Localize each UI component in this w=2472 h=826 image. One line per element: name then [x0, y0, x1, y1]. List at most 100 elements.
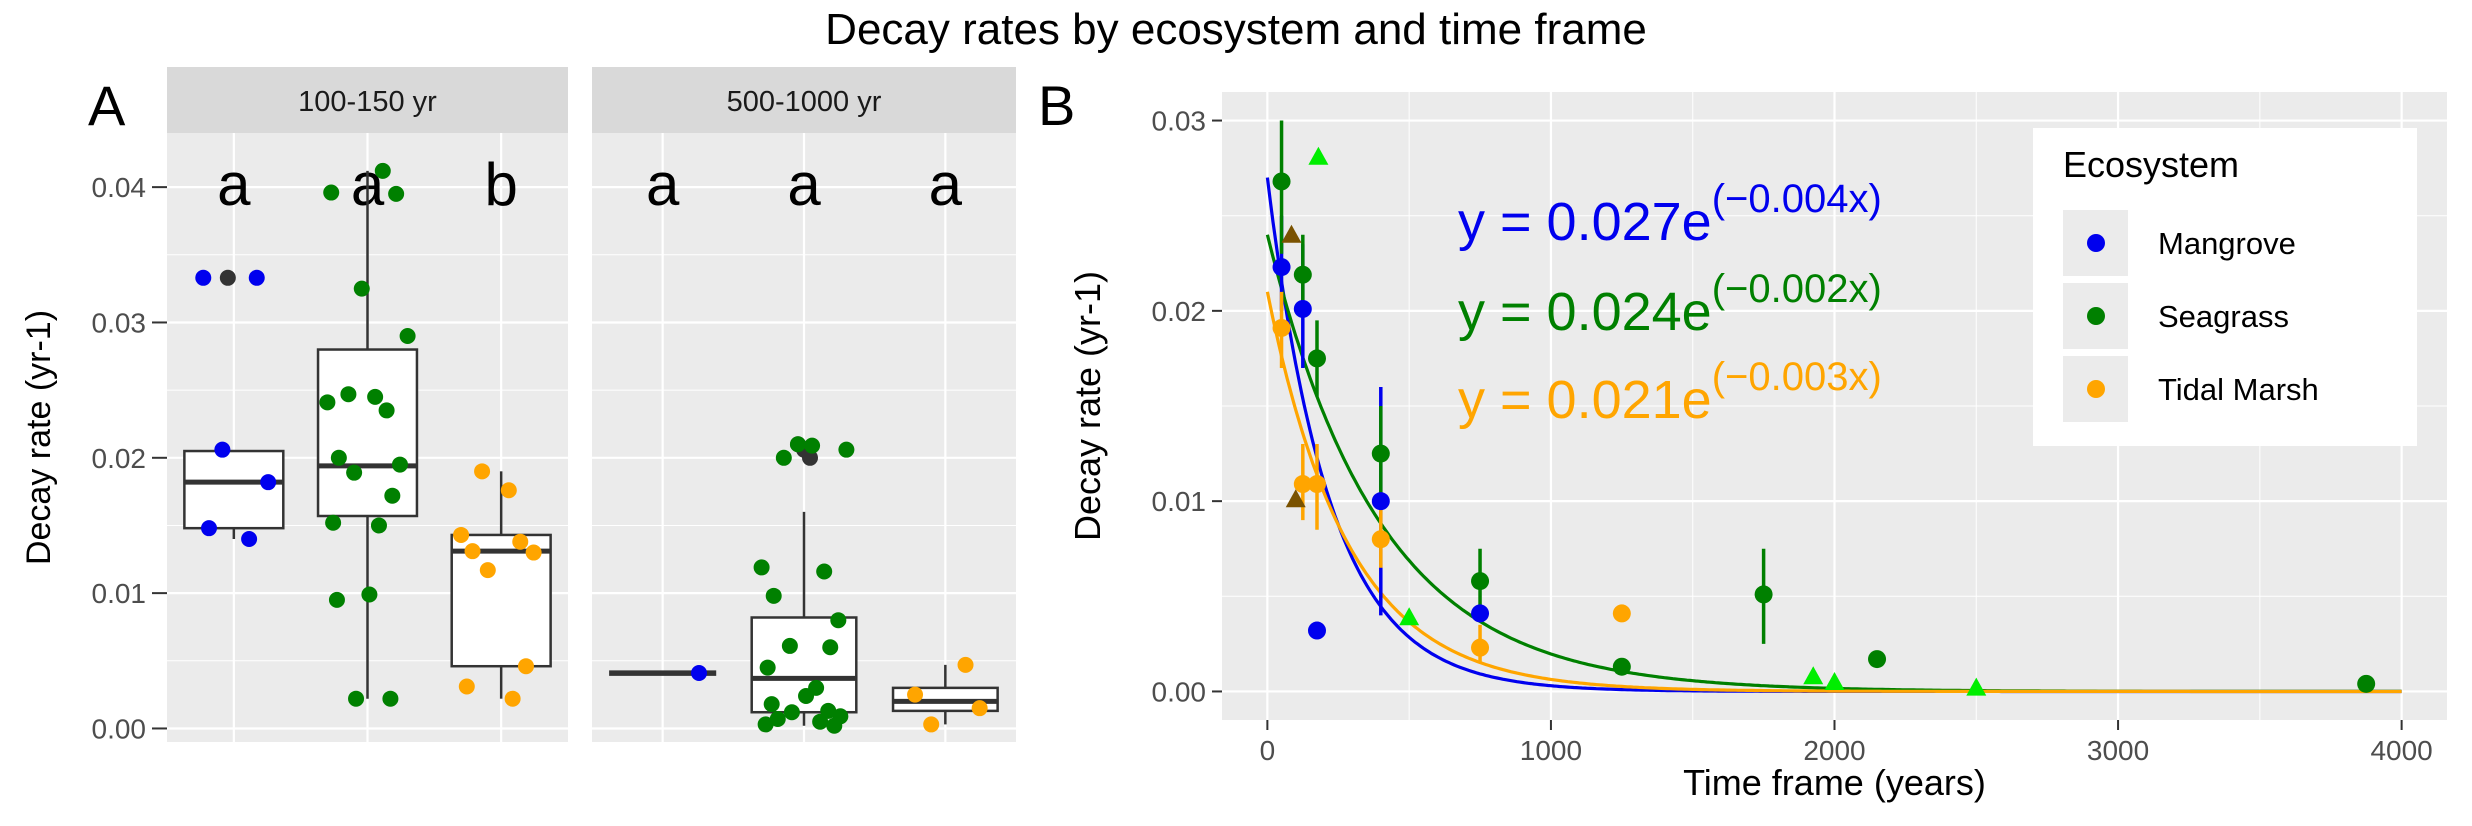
data-point [1612, 657, 1631, 676]
legend-marker [2087, 380, 2105, 398]
data-point [517, 658, 534, 675]
fit-equation: y = 0.024e(−0.002x) [1458, 267, 1882, 342]
box [316, 348, 419, 518]
equation-base: y = 0.021e [1458, 370, 1712, 430]
triangle-point [1399, 607, 1420, 626]
data-point [838, 441, 855, 458]
significance-letter: a [929, 151, 963, 218]
data-point [399, 328, 416, 344]
data-point [1371, 530, 1390, 549]
data-point [388, 185, 405, 202]
data-point [763, 696, 780, 713]
data-point [1868, 650, 1887, 669]
data-point [1754, 585, 1773, 604]
equation-exponent: (−0.002x) [1712, 267, 1882, 311]
data-point [1307, 475, 1326, 494]
data-point [1307, 349, 1326, 368]
y-tick-label: 0.00 [1152, 676, 1207, 707]
y-axis-title: Decay rate (yr-1) [20, 310, 58, 565]
y-tick-label: 0.01 [1152, 486, 1207, 517]
data-point [1293, 299, 1312, 318]
data-point [504, 690, 521, 707]
data-point [374, 162, 391, 179]
y-tick-label: 0.00 [92, 713, 147, 744]
fit-equation: y = 0.027e(−0.004x) [1458, 177, 1882, 252]
data-point [2357, 674, 2376, 693]
y-tick-label: 0.04 [92, 172, 147, 203]
facet-strip [167, 67, 568, 133]
legend-label: Seagrass [2158, 299, 2289, 334]
y-tick-label: 0.02 [92, 443, 147, 474]
equation-base: y = 0.024e [1458, 282, 1712, 342]
data-point [378, 402, 395, 419]
data-point [453, 526, 470, 543]
y-tick-label: 0.03 [92, 307, 147, 338]
legend-marker [2087, 307, 2105, 325]
data-point [353, 280, 370, 297]
legend-marker [2087, 234, 2105, 252]
equation-base: y = 0.027e [1458, 192, 1712, 252]
data-point [759, 659, 776, 676]
data-point [804, 437, 821, 454]
significance-letter: b [484, 151, 517, 218]
data-point [260, 474, 277, 491]
legend-label: Mangrove [2158, 226, 2296, 261]
data-point [367, 388, 384, 405]
data-point [464, 543, 481, 560]
data-point [769, 710, 786, 727]
data-point [812, 713, 829, 730]
outlier-point [219, 269, 236, 286]
y-tick-label: 0.03 [1152, 106, 1207, 137]
fit-equation: y = 0.021e(−0.003x) [1458, 355, 1882, 430]
data-point [1272, 172, 1291, 191]
data-point [361, 586, 378, 603]
data-point [753, 559, 770, 576]
data-point [512, 533, 529, 550]
data-point [816, 563, 833, 580]
data-point [1272, 318, 1291, 337]
data-point [1307, 621, 1326, 640]
triangle-point [1966, 677, 1987, 696]
data-point [370, 517, 387, 534]
data-point [907, 686, 924, 703]
data-point [348, 690, 365, 707]
data-point [500, 482, 517, 499]
data-point [775, 449, 792, 466]
data-point [957, 656, 974, 673]
data-point [1272, 258, 1291, 277]
data-point [458, 678, 475, 695]
equation-exponent: (−0.003x) [1712, 355, 1882, 399]
data-point [798, 687, 815, 704]
data-point [479, 562, 496, 579]
x-tick-label: 2000 [1803, 735, 1865, 766]
panel-b-label: B [1038, 74, 1075, 137]
data-point [757, 716, 774, 733]
data-point [1471, 604, 1490, 623]
outlier-point [802, 449, 818, 466]
data-point [789, 436, 806, 453]
data-point [1471, 638, 1490, 657]
facet-strip-label: 500-1000 yr [727, 86, 882, 118]
data-point [826, 717, 843, 734]
data-point [822, 639, 839, 656]
data-point [1371, 444, 1390, 463]
data-point [781, 637, 798, 654]
data-point [1293, 475, 1312, 494]
data-point [319, 394, 336, 411]
significance-letter: a [646, 151, 680, 218]
data-point [1471, 572, 1490, 591]
triangle-point [1803, 666, 1824, 685]
data-point [384, 487, 401, 504]
data-point [783, 704, 800, 721]
data-point [214, 441, 231, 458]
x-axis-title: Time frame (years) [1683, 762, 1986, 803]
facet-strip-label: 100-150 yr [298, 86, 437, 118]
legend-title: Ecosystem [2063, 144, 2239, 185]
data-point [248, 269, 265, 286]
data-point [328, 591, 345, 608]
data-point [474, 463, 491, 480]
data-point [330, 449, 347, 466]
data-point [1612, 604, 1631, 623]
x-tick-label: 3000 [2087, 735, 2149, 766]
